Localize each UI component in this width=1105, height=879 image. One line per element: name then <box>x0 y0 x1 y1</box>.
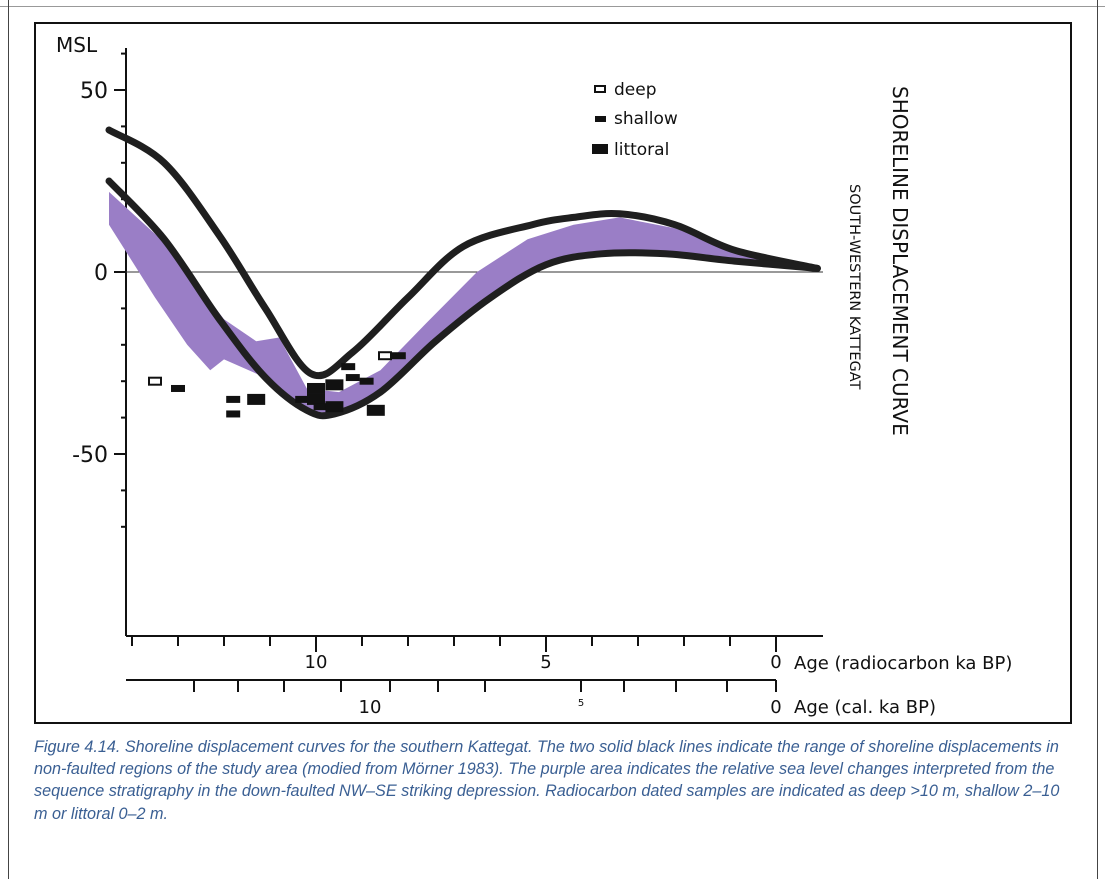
legend-swatch-deep <box>594 85 606 93</box>
legend-swatch-littoral <box>592 144 608 154</box>
sample-shallow <box>171 384 185 392</box>
x-axis-title-cal: Age (cal. ka BP) <box>794 697 936 718</box>
sample-littoral <box>247 393 266 405</box>
chart-subtitle: SOUTH-WESTERN KATTEGAT <box>846 184 862 390</box>
sample-littoral <box>307 393 325 405</box>
sample-littoral <box>325 379 344 391</box>
legend-swatch-shallow <box>595 116 606 122</box>
lower-curve-line <box>105 177 821 420</box>
sample-deep <box>148 376 162 386</box>
sample-shallow <box>359 377 374 385</box>
sample-deep <box>378 351 392 361</box>
y-axis-title: MSL <box>56 33 98 57</box>
sample-littoral <box>307 382 325 394</box>
figure-frame: 50 0 -50 MSL deep shallow littoral SHORELI… <box>34 22 1072 724</box>
y-tick-label: 50 <box>80 79 108 104</box>
page-border <box>8 0 1098 879</box>
chart-title: SHORELINE DISPLACEMENT CURVE <box>888 86 912 436</box>
page-top-rule <box>0 6 1105 7</box>
legend: deep shallow littoral <box>592 80 678 160</box>
sample-markers <box>148 351 406 418</box>
figure-caption: Figure 4.14. Shoreline displacement curv… <box>34 738 1060 823</box>
x-tick-label: 10 <box>305 652 328 673</box>
upper-curve-line <box>105 126 821 380</box>
x-axis-title-radiocarbon: Age (radiocarbon ka BP) <box>794 653 1012 674</box>
y-tick-label: 0 <box>94 261 108 286</box>
displacement-curves <box>105 126 821 420</box>
sample-littoral <box>366 404 385 416</box>
shoreline-chart: 500-50 MSL deep shallow littoral SHORELI… <box>56 33 1012 718</box>
legend-label-littoral: littoral <box>614 140 669 160</box>
x-cal-tick-label: 0 <box>770 697 781 718</box>
x-axis-cal: 10 5 0 <box>126 679 782 718</box>
sample-shallow <box>391 352 406 360</box>
x-cal-tick-label: 5 <box>578 698 584 709</box>
sample-shallow <box>226 395 241 403</box>
sample-shallow <box>226 410 241 418</box>
y-major-ticks: 50 0 -50 <box>72 79 126 468</box>
legend-label-shallow: shallow <box>614 109 678 129</box>
x-axis-radiocarbon: 10 5 0 <box>131 636 782 673</box>
sample-shallow <box>295 395 310 403</box>
sample-shallow <box>345 374 360 382</box>
sample-littoral <box>325 401 344 413</box>
x-cal-tick-label: 10 <box>359 697 382 718</box>
y-tick-label: -50 <box>72 443 108 468</box>
sample-shallow <box>313 403 328 411</box>
legend-label-deep: deep <box>614 80 657 100</box>
x-tick-label: 0 <box>770 652 781 673</box>
purple-band <box>109 191 818 414</box>
x-tick-label: 5 <box>540 652 551 673</box>
sample-shallow <box>341 363 356 371</box>
